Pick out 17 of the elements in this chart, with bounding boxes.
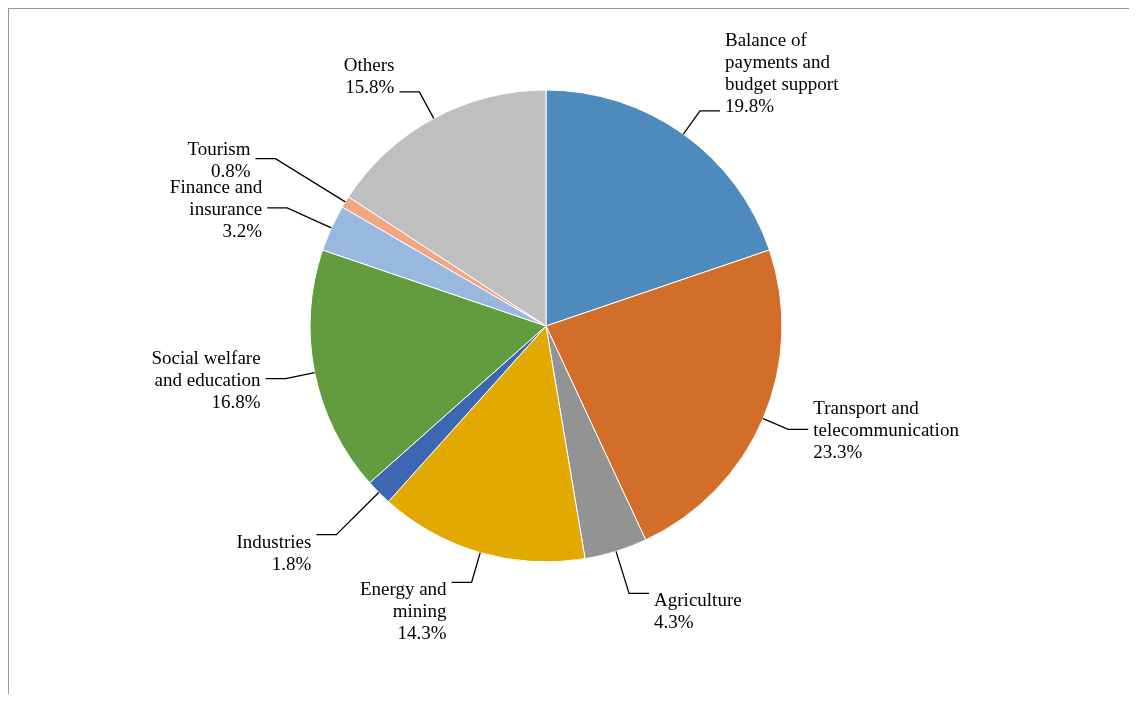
data-label: 19.8% — [724, 94, 775, 116]
data-label: 14.3% — [397, 621, 447, 643]
slice-label: Tourism — [187, 137, 251, 159]
slice-label: Agriculture — [654, 588, 742, 610]
data-label: 1.8% — [271, 552, 312, 574]
slice-label: Others — [343, 53, 395, 75]
data-label: 16.8% — [211, 390, 261, 412]
slice-label: Industries — [236, 530, 312, 552]
slice-label: Transport and telecommunication — [813, 396, 960, 440]
data-label: 0.8% — [210, 159, 251, 181]
data-label: 3.2% — [222, 219, 263, 241]
data-label: 23.3% — [813, 440, 863, 462]
slice-label: Social welfare and education — [151, 346, 262, 390]
slice-label: Energy and mining — [359, 577, 448, 621]
slice-label: Balance of payments and budget support — [724, 28, 840, 94]
data-label: 15.8% — [345, 75, 395, 97]
data-label: 4.3% — [654, 610, 694, 632]
